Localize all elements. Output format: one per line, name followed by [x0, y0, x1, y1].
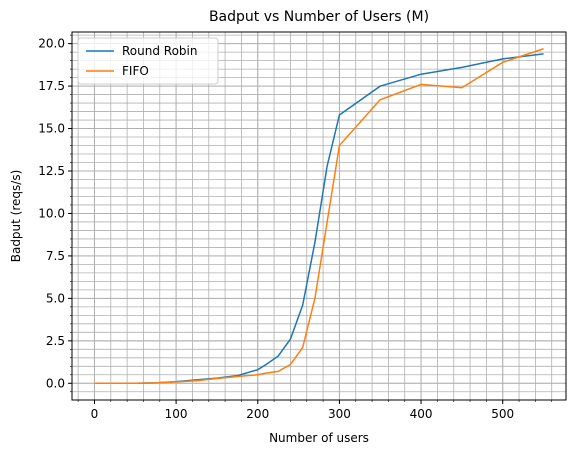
x-tick-label: 500: [491, 407, 514, 421]
x-tick-label: 400: [410, 407, 433, 421]
chart-title: Badput vs Number of Users (M): [209, 9, 429, 25]
x-axis-label: Number of users: [269, 431, 369, 445]
y-axis-label: Badput (reqs/s): [9, 170, 23, 263]
y-tick-label: 5.0: [46, 291, 65, 305]
line: [94, 48, 544, 385]
plot-frame: [71, 31, 567, 401]
x-tick-label: 0: [91, 407, 99, 421]
y-tick-label: 0.0: [46, 376, 65, 390]
y-tick-label: 17.5: [38, 79, 65, 93]
y-tick-label: 15.0: [38, 122, 65, 136]
y-tick-label: 20.0: [38, 37, 65, 51]
x-tick-label: 100: [165, 407, 188, 421]
y-tick-label: 7.5: [46, 249, 65, 263]
y-tick-label: 2.5: [46, 334, 65, 348]
legend-label: FIFO: [122, 64, 149, 78]
x-tick-label: 300: [328, 407, 351, 421]
legend-box: [77, 37, 219, 85]
legend-label: Round Robin: [122, 44, 197, 58]
y-tick-label: 12.5: [38, 164, 65, 178]
y-tick-label: 10.0: [38, 206, 65, 220]
x-tick-label: 200: [246, 407, 269, 421]
